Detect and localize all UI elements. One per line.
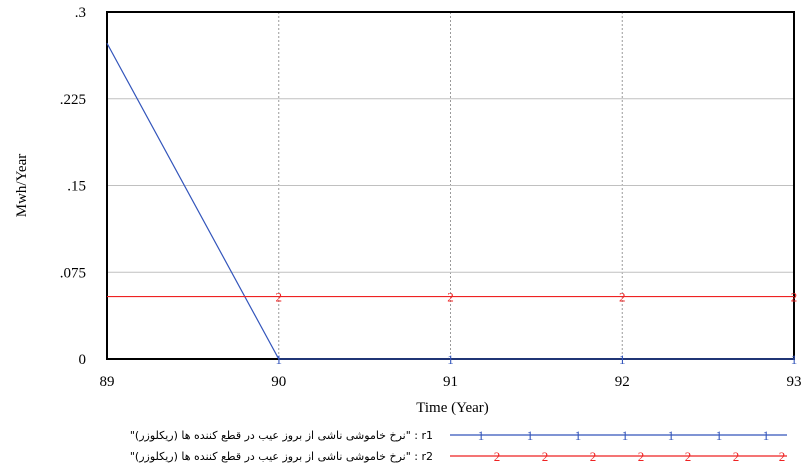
legend-marker-1: 1 (622, 428, 629, 443)
y-axis-title: Mwh/Year (14, 154, 30, 217)
legend-marker-2: 2 (542, 449, 549, 464)
x-tick-label: 89 (100, 374, 115, 390)
legend-marker-1: 1 (763, 428, 770, 443)
grid-lines (107, 12, 794, 359)
y-tick-label: .225 (60, 92, 86, 108)
legend-marker-1: 1 (527, 428, 534, 443)
x-tick-label: 92 (615, 374, 630, 390)
legend-marker-2: 2 (494, 449, 501, 464)
series-2-marker: 2 (447, 290, 454, 305)
legend: "نرخ خاموشی ناشی از بروز عیب در قطع کنند… (130, 428, 787, 464)
x-axis-title: Time (Year) (416, 400, 489, 416)
x-tick-label: 93 (787, 374, 802, 390)
series-1-line (106, 42, 794, 360)
legend-marker-2: 2 (638, 449, 645, 464)
legend-marker-1: 1 (716, 428, 723, 443)
series-1-marker: 1 (791, 352, 798, 367)
series-layer: 1 1 1 1 2 2 2 2 (106, 42, 798, 367)
x-tick-label: 90 (271, 374, 286, 390)
y-tick-label: .15 (67, 179, 86, 195)
y-tick-label: .3 (75, 5, 86, 21)
y-tick-label: 0 (79, 352, 87, 368)
x-tick-label: 91 (443, 374, 458, 390)
series-1-marker: 1 (276, 352, 283, 367)
legend-marker-1: 1 (575, 428, 582, 443)
y-tick-label: .075 (60, 265, 86, 281)
legend-marker-1: 1 (478, 428, 485, 443)
series-2-marker: 2 (791, 290, 798, 305)
series-1-marker: 1 (619, 352, 626, 367)
legend-label-1: "نرخ خاموشی ناشی از بروز عیب در قطع کنند… (130, 429, 433, 442)
legend-marker-2: 2 (590, 449, 597, 464)
x-axis-ticks: 89 90 91 92 93 (100, 374, 802, 390)
legend-marker-2: 2 (779, 449, 786, 464)
series-1-marker: 1 (447, 352, 454, 367)
series-2-marker: 2 (276, 290, 283, 305)
legend-label-2: "نرخ خاموشی ناشی از بروز عیب در قطع کنند… (130, 450, 433, 463)
legend-marker-2: 2 (733, 449, 740, 464)
series-2-marker: 2 (619, 290, 626, 305)
y-axis-ticks: 0 .075 .15 .225 .3 (60, 5, 86, 368)
legend-marker-2: 2 (685, 449, 692, 464)
legend-marker-1: 1 (668, 428, 675, 443)
